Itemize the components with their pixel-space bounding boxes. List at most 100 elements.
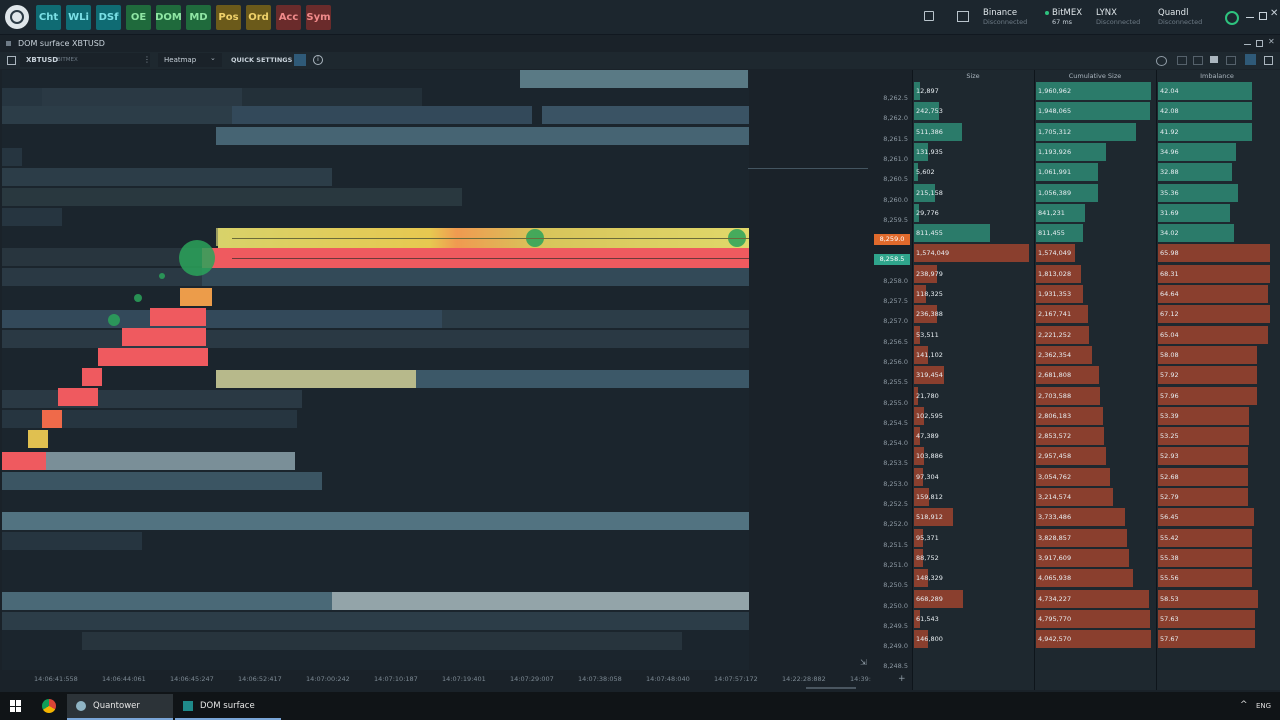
top-toolbar <box>0 0 1280 35</box>
price-label: 8,254.5 <box>883 418 908 427</box>
imbalance-bar <box>1158 386 1257 405</box>
close-icon[interactable]: ✕ <box>1270 8 1279 19</box>
panel-minimize-icon[interactable] <box>1244 44 1251 45</box>
size-value: 159,812 <box>916 493 943 501</box>
time-label: 14:06:41:558 <box>34 675 78 683</box>
windows-start-icon[interactable] <box>10 700 22 712</box>
connection-quandl[interactable]: Quandl Disconnected <box>1158 9 1202 27</box>
minimize-icon[interactable] <box>1246 17 1254 18</box>
layout-b-icon[interactable] <box>1193 56 1203 65</box>
connection-binance[interactable]: Binance Disconnected <box>983 9 1027 27</box>
symbol-more-icon[interactable]: ⋮ <box>143 55 151 64</box>
liquidity-level <box>2 410 297 428</box>
user-icon[interactable] <box>1225 11 1239 25</box>
quantower-logo[interactable] <box>5 5 29 29</box>
language-indicator[interactable]: ENG <box>1256 702 1272 710</box>
connection-lynx[interactable]: LYNX Disconnected <box>1096 9 1140 27</box>
toolbar-button-ord[interactable]: Ord <box>246 5 271 30</box>
layout-d-icon[interactable] <box>1226 56 1236 65</box>
imbalance-bar <box>1158 325 1268 344</box>
crosshair-icon[interactable]: + <box>898 674 906 684</box>
cumulative-value: 3,917,609 <box>1038 553 1072 562</box>
toolbar-button-oe[interactable]: OE <box>126 5 151 30</box>
lock-icon[interactable] <box>924 11 934 21</box>
settings-sliders-icon[interactable] <box>294 54 306 66</box>
size-value: 88,752 <box>916 553 939 562</box>
toolbar-button-acc[interactable]: Acc <box>276 5 301 30</box>
dom-heatmap[interactable] <box>2 70 749 670</box>
view-mode-dropdown[interactable] <box>158 53 222 67</box>
liquidity-level <box>2 532 142 550</box>
size-value: 238,979 <box>916 269 943 278</box>
cumulative-value: 1,056,389 <box>1038 188 1072 197</box>
panel-menu-icon[interactable] <box>6 41 11 46</box>
chrome-icon[interactable] <box>42 699 56 713</box>
liquidity-level <box>232 106 532 124</box>
toolbar-button-sym[interactable]: Sym <box>306 5 331 30</box>
size-bar <box>914 163 918 182</box>
scroll-end-icon[interactable]: ⇲ <box>860 658 867 667</box>
size-bar <box>914 488 929 506</box>
tray-chevron-icon[interactable]: ^ <box>1240 700 1248 710</box>
toolbar-button-cht[interactable]: Cht <box>36 5 61 30</box>
cumulative-column-header[interactable]: Cumulative Size <box>1068 72 1122 80</box>
toolbar-button-wli[interactable]: WLi <box>66 5 91 30</box>
size-value: 518,912 <box>916 513 943 522</box>
layout-c-icon[interactable] <box>1210 56 1218 63</box>
maximize-icon[interactable] <box>1259 12 1267 20</box>
camera-icon[interactable] <box>1156 56 1167 66</box>
imbalance-value: 68.31 <box>1160 269 1179 278</box>
info-icon[interactable]: i <box>313 55 323 65</box>
imbalance-bar <box>1158 508 1255 527</box>
toolbar-button-pos[interactable]: Pos <box>216 5 241 30</box>
panel-close-icon[interactable]: ✕ <box>1268 37 1275 46</box>
connection-name: LYNX <box>1096 8 1117 18</box>
traded-level <box>180 288 212 306</box>
liquidity-level <box>242 88 422 106</box>
price-label: 8,252.0 <box>883 520 908 529</box>
liquidity-level <box>442 310 749 328</box>
connection-bitmex[interactable]: BitMEX 67 ms <box>1045 9 1082 27</box>
imbalance-value: 65.04 <box>1160 330 1179 339</box>
size-value: 103,886 <box>916 452 943 461</box>
panel-maximize-icon[interactable] <box>1256 40 1263 47</box>
imbalance-bar <box>1158 122 1253 141</box>
toolbar-button-md[interactable]: MD <box>186 5 211 30</box>
quantower-taskbar-icon <box>76 701 86 711</box>
taskbar-dom-surface[interactable]: DOM surface <box>175 694 281 720</box>
imbalance-column-header[interactable]: Imbalance <box>1200 72 1234 80</box>
price-label: 8,254.0 <box>883 439 908 448</box>
layout-a-icon[interactable] <box>1177 56 1187 65</box>
cumulative-value: 3,733,486 <box>1038 513 1072 522</box>
cumulative-bar <box>1036 122 1137 141</box>
layout-e-icon[interactable] <box>1245 54 1256 65</box>
taskbar-dom-label: DOM surface <box>200 701 255 711</box>
symbol-selector[interactable] <box>20 53 150 67</box>
time-scrollbar[interactable] <box>806 687 856 689</box>
cumulative-value: 2,167,741 <box>1038 310 1072 319</box>
connection-name: Binance <box>983 8 1018 18</box>
imbalance-value: 55.38 <box>1160 553 1179 562</box>
toolbar-button-dsf[interactable]: DSf <box>96 5 121 30</box>
time-label: 14:07:00:242 <box>306 675 350 683</box>
symbol-name: XBTUSD <box>26 56 59 64</box>
size-bar <box>914 82 920 100</box>
size-column-header[interactable]: Size <box>966 72 980 80</box>
liquidity-level <box>2 88 42 106</box>
layout-f-icon[interactable] <box>1264 56 1273 65</box>
quick-settings-button[interactable]: QUICK SETTINGS <box>231 56 293 64</box>
layout-icon[interactable] <box>957 11 969 22</box>
cumulative-bar <box>1036 508 1125 527</box>
price-label: 8,249.0 <box>883 642 908 651</box>
price-label: 8,260.5 <box>883 175 908 184</box>
sidebar-toggle-icon[interactable] <box>7 56 16 65</box>
connection-name: Quandl <box>1158 8 1189 18</box>
taskbar-quantower[interactable]: Quantower <box>67 694 173 720</box>
imbalance-bar <box>1158 305 1270 324</box>
imbalance-bar <box>1158 224 1235 243</box>
chevron-down-icon: ⌄ <box>210 54 216 62</box>
toolbar-button-dom[interactable]: DOM <box>155 5 182 30</box>
size-bar <box>914 305 937 324</box>
imbalance-value: 57.92 <box>1160 371 1179 380</box>
price-label: 8,250.0 <box>883 601 908 610</box>
